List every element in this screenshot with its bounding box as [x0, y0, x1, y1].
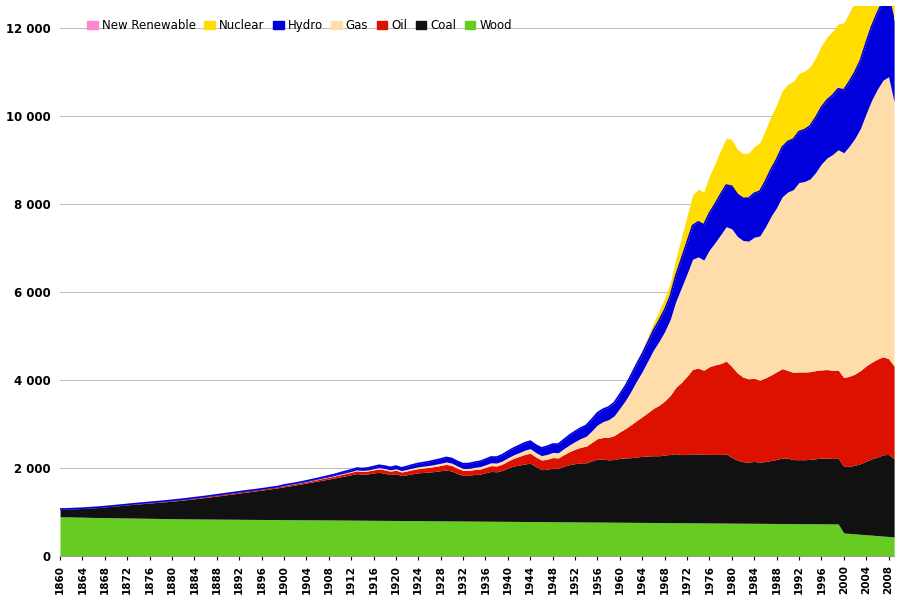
Legend: New Renewable, Nuclear, Hydro, Gas, Oil, Coal, Wood: New Renewable, Nuclear, Hydro, Gas, Oil,…: [83, 14, 517, 37]
